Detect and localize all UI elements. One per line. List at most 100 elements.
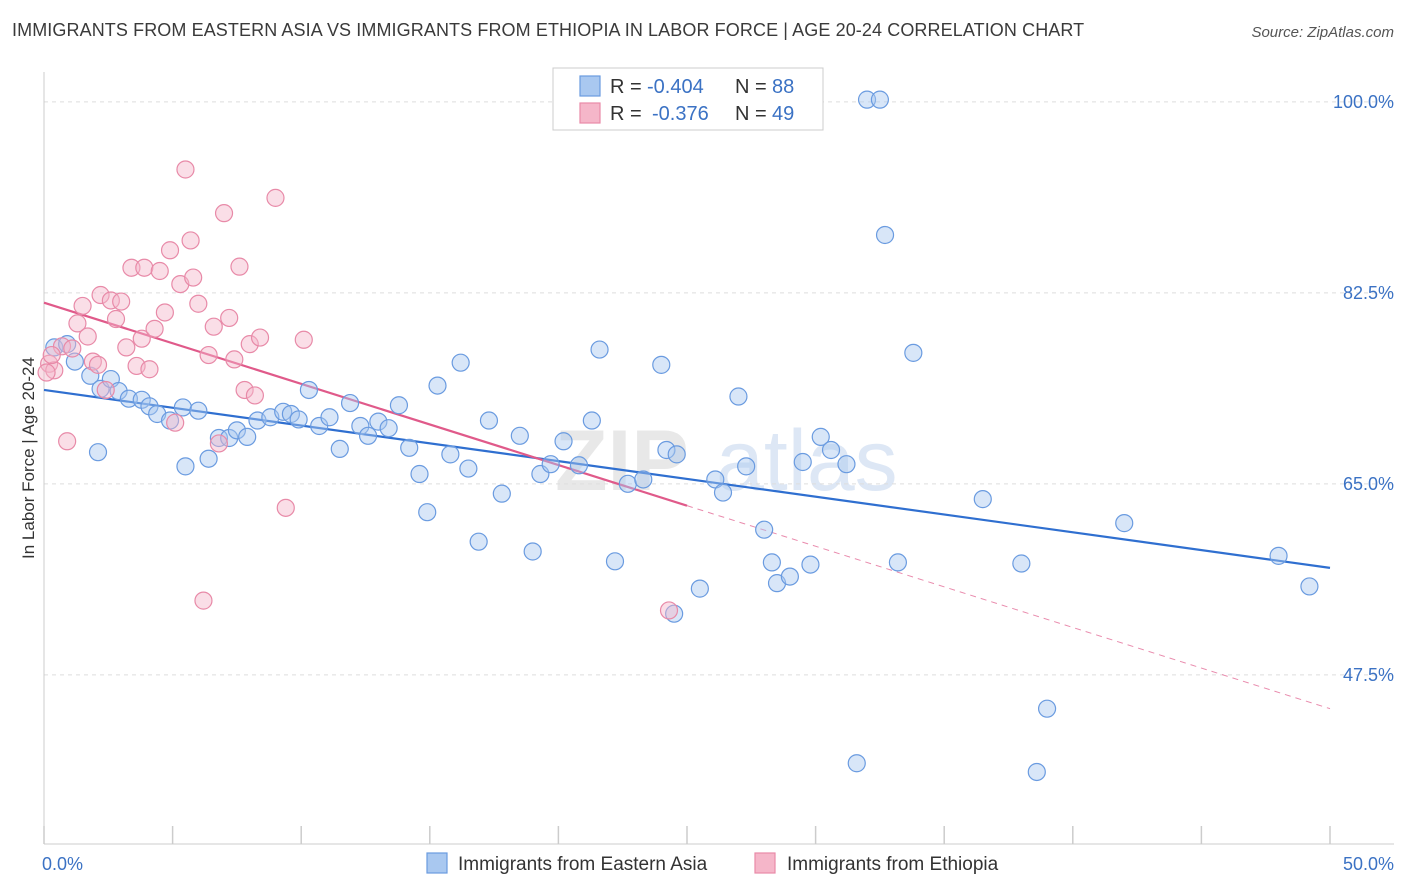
point-eastern-asia	[857, 90, 877, 109]
point-ethiopia	[294, 330, 313, 349]
point-eastern-asia	[299, 380, 319, 400]
point-ethiopia	[68, 314, 87, 333]
point-eastern-asia	[173, 398, 192, 417]
point-ethiopia	[194, 591, 213, 610]
point-ethiopia	[209, 434, 228, 453]
legend-n-value-ethiopia: 49	[772, 103, 794, 125]
watermark-atlas: atlas	[716, 413, 898, 509]
point-eastern-asia	[459, 459, 478, 478]
point-eastern-asia	[209, 428, 228, 448]
point-eastern-asia	[199, 449, 218, 468]
point-eastern-asia	[189, 401, 208, 420]
y-tick-label: 65.0%	[1343, 474, 1394, 494]
point-eastern-asia	[369, 412, 388, 431]
point-eastern-asia	[793, 452, 812, 472]
point-ethiopia	[132, 329, 151, 348]
point-ethiopia	[214, 204, 234, 223]
bottom-legend-swatch-eastern-asia	[426, 852, 448, 874]
legend-swatch-eastern-asia	[579, 75, 601, 97]
bottom-legend-swatch-ethiopia	[754, 852, 776, 874]
point-ethiopia	[112, 292, 131, 311]
point-eastern-asia	[176, 457, 195, 476]
point-eastern-asia	[418, 503, 437, 522]
point-eastern-asia	[541, 455, 560, 474]
regression-extension-ethiopia	[686, 505, 1331, 710]
point-eastern-asia	[690, 579, 709, 598]
point-ethiopia	[140, 360, 159, 379]
point-eastern-asia	[870, 90, 890, 109]
point-eastern-asia	[755, 520, 774, 539]
point-ethiopia	[78, 327, 97, 346]
point-ethiopia	[204, 317, 223, 336]
point-ethiopia	[240, 335, 259, 354]
point-ethiopia	[166, 413, 185, 432]
point-eastern-asia	[1269, 546, 1288, 565]
point-eastern-asia	[510, 426, 529, 445]
legend-r-value-ethiopia: -0.376	[652, 103, 709, 125]
point-eastern-asia	[340, 393, 360, 413]
legend-swatch-ethiopia	[579, 102, 601, 124]
legend-n-value-eastern-asia: 88	[772, 76, 794, 98]
watermark: ZIP atlas	[555, 413, 898, 509]
point-eastern-asia	[762, 553, 781, 572]
x-tick-label: 50.0%	[1343, 854, 1394, 874]
point-ethiopia	[96, 380, 115, 400]
point-eastern-asia	[451, 353, 470, 372]
point-eastern-asia	[737, 457, 756, 476]
point-eastern-asia	[1115, 514, 1134, 533]
point-ethiopia	[63, 339, 82, 358]
point-eastern-asia	[320, 408, 339, 427]
point-eastern-asia	[657, 440, 676, 460]
correlation-legend: R = -0.404 N = 88 R = -0.376 N = 49	[552, 67, 824, 131]
point-ethiopia	[73, 296, 92, 316]
point-eastern-asia	[140, 397, 159, 416]
point-eastern-asia	[351, 416, 370, 436]
x-tick-label: 0.0%	[42, 854, 83, 874]
point-ethiopia	[106, 309, 126, 329]
bottom-legend-label-eastern-asia: Immigrants from Eastern Asia	[458, 854, 708, 875]
point-ethiopia	[220, 308, 239, 328]
point-eastern-asia	[605, 552, 625, 571]
point-eastern-asia	[441, 445, 460, 464]
point-eastern-asia	[1012, 554, 1031, 573]
point-eastern-asia	[119, 389, 138, 408]
point-eastern-asia	[729, 387, 748, 406]
point-eastern-asia	[847, 754, 866, 773]
point-eastern-asia	[389, 396, 409, 415]
point-eastern-asia	[1300, 577, 1319, 596]
point-eastern-asia	[88, 443, 108, 462]
point-eastern-asia	[590, 340, 609, 359]
point-ethiopia	[117, 338, 136, 357]
axes	[43, 72, 1394, 845]
point-eastern-asia	[400, 438, 419, 457]
point-ethiopia	[250, 328, 270, 347]
data-points	[37, 90, 1319, 782]
chart-title: IMMIGRANTS FROM EASTERN ASIA VS IMMIGRAN…	[12, 20, 1085, 40]
y-tick-label: 82.5%	[1343, 283, 1394, 303]
point-eastern-asia	[904, 343, 923, 362]
point-eastern-asia	[973, 490, 992, 509]
point-eastern-asia	[634, 470, 653, 489]
point-eastern-asia	[469, 532, 488, 551]
point-ethiopia	[230, 257, 249, 276]
point-ethiopia	[276, 498, 295, 517]
point-ethiopia	[176, 160, 195, 179]
point-ethiopia	[245, 386, 265, 405]
point-eastern-asia	[428, 376, 447, 395]
point-ethiopia	[189, 294, 208, 313]
point-eastern-asia	[811, 427, 830, 446]
point-ethiopia	[150, 261, 169, 281]
point-ethiopia	[199, 345, 218, 365]
legend-r-label-eastern-asia: R =	[610, 76, 642, 98]
point-ethiopia	[184, 268, 203, 287]
point-eastern-asia	[379, 419, 398, 438]
point-ethiopia	[181, 231, 200, 250]
point-ethiopia	[88, 355, 108, 374]
point-ethiopia	[659, 601, 679, 620]
point-eastern-asia	[410, 464, 429, 484]
y-axis-label: In Labor Force | Age 20-24	[19, 357, 38, 559]
point-eastern-asia	[801, 555, 820, 574]
point-ethiopia	[83, 352, 102, 371]
point-ethiopia	[145, 319, 164, 338]
